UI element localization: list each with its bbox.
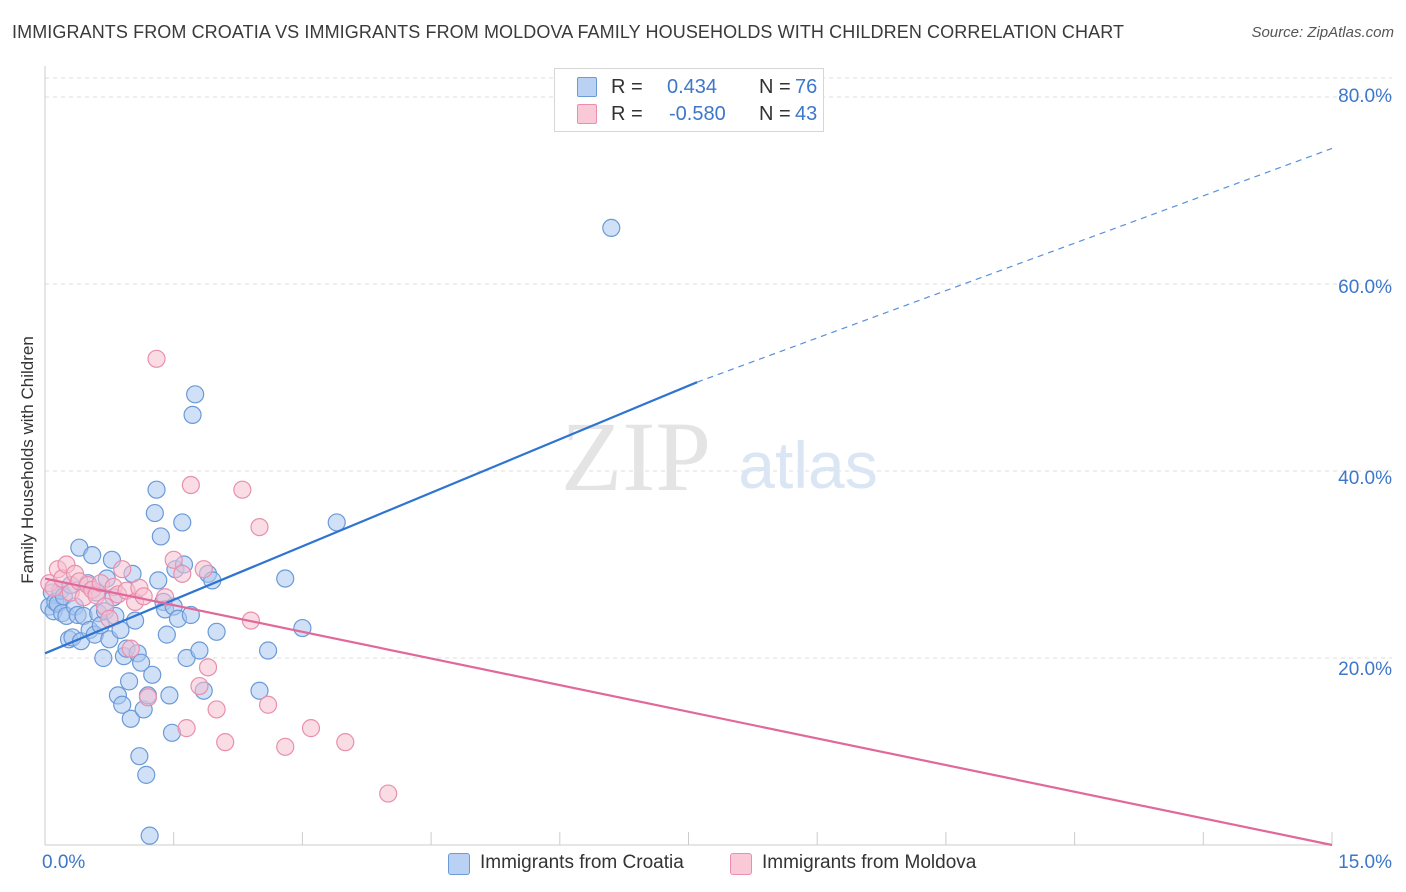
croatia-point bbox=[173, 513, 192, 532]
croatia-point bbox=[258, 641, 278, 660]
moldova-point bbox=[121, 639, 140, 658]
moldova-point bbox=[379, 784, 398, 803]
moldova-point bbox=[181, 475, 200, 495]
moldova-point bbox=[301, 719, 321, 738]
croatia-point bbox=[83, 546, 102, 565]
moldova-point bbox=[138, 688, 158, 707]
croatia-point bbox=[145, 503, 164, 523]
croatia-point bbox=[131, 653, 151, 672]
trendline-croatia-extrapolated bbox=[696, 147, 1333, 383]
croatia-point bbox=[147, 480, 166, 499]
source-label: Source: ZipAtlas.com bbox=[1251, 24, 1394, 41]
moldova-point bbox=[190, 676, 209, 696]
croatia-point bbox=[94, 648, 113, 668]
legend-n-label: N = bbox=[759, 103, 791, 125]
y-tick-40: 40.0% bbox=[1338, 468, 1392, 489]
croatia-point bbox=[186, 385, 205, 404]
moldova-point bbox=[250, 517, 269, 537]
moldova-point bbox=[164, 550, 183, 569]
legend-swatch-croatia bbox=[577, 77, 597, 97]
legend-n-value: 76 bbox=[795, 76, 818, 98]
croatia-point bbox=[250, 681, 269, 700]
croatia-point bbox=[181, 605, 200, 625]
chart-title: IMMIGRANTS FROM CROATIA VS IMMIGRANTS FR… bbox=[12, 22, 1125, 42]
croatia-point bbox=[151, 527, 170, 546]
bottom-legend-label-moldova: Immigrants from Moldova bbox=[762, 852, 977, 873]
legend-r-value: 0.434 bbox=[667, 76, 718, 98]
croatia-point bbox=[121, 709, 140, 728]
moldova-point bbox=[258, 695, 278, 714]
axes bbox=[44, 66, 1333, 846]
trendline-moldova bbox=[44, 577, 1333, 847]
croatia-point bbox=[119, 672, 139, 691]
croatia-point bbox=[130, 747, 149, 766]
croatia-point bbox=[157, 625, 176, 644]
croatia-point bbox=[190, 641, 209, 660]
moldova-point bbox=[276, 737, 295, 756]
gridlines bbox=[45, 77, 1392, 659]
y-tick-80: 80.0% bbox=[1338, 86, 1392, 107]
moldova-point bbox=[194, 560, 213, 579]
moldova-point bbox=[134, 587, 153, 606]
moldova-point bbox=[147, 349, 166, 368]
moldova-point bbox=[198, 658, 218, 677]
croatia-point bbox=[160, 686, 179, 705]
croatia-point bbox=[602, 218, 621, 237]
y-axis-label: Family Households with Children bbox=[18, 336, 37, 584]
moldova-point bbox=[113, 560, 132, 579]
croatia-point bbox=[125, 611, 145, 630]
series-croatia-points bbox=[40, 218, 621, 845]
x-tick-max: 15.0% bbox=[1338, 852, 1392, 873]
legend-r-value: -0.580 bbox=[669, 103, 726, 125]
bottom-legend-swatch-croatia bbox=[448, 853, 470, 875]
correlation-legend: R = 0.434 N = 76 R = -0.580 N = 43 bbox=[554, 68, 824, 132]
watermark: ZIP atlas bbox=[561, 401, 878, 512]
legend-swatch-moldova bbox=[577, 104, 597, 124]
trendlines bbox=[44, 147, 1333, 847]
moldova-point bbox=[336, 733, 355, 752]
legend-r-label: R = bbox=[611, 103, 643, 125]
y-tick-60: 60.0% bbox=[1338, 277, 1392, 298]
bottom-legend-label-croatia: Immigrants from Croatia bbox=[480, 852, 684, 873]
moldova-point bbox=[216, 733, 235, 752]
moldova-point bbox=[177, 719, 196, 738]
croatia-point bbox=[113, 695, 132, 714]
croatia-point bbox=[143, 665, 162, 684]
croatia-point bbox=[183, 405, 202, 424]
croatia-point bbox=[207, 622, 226, 641]
moldova-point bbox=[173, 564, 192, 583]
croatia-point bbox=[276, 569, 295, 588]
croatia-point bbox=[137, 765, 156, 784]
croatia-point bbox=[140, 826, 159, 845]
watermark-atlas: atlas bbox=[738, 428, 877, 502]
trendline-croatia bbox=[44, 381, 698, 655]
legend-n-label: N = bbox=[759, 76, 791, 98]
bottom-legend-swatch-moldova bbox=[730, 853, 752, 875]
x-tick-min: 0.0% bbox=[42, 852, 86, 873]
moldova-point bbox=[233, 480, 252, 499]
moldova-point bbox=[207, 700, 226, 719]
y-tick-20: 20.0% bbox=[1338, 659, 1392, 680]
legend-n-value: 43 bbox=[795, 103, 818, 125]
watermark-zip: ZIP bbox=[561, 401, 711, 512]
croatia-point bbox=[149, 571, 168, 590]
legend-r-label: R = bbox=[611, 76, 643, 98]
